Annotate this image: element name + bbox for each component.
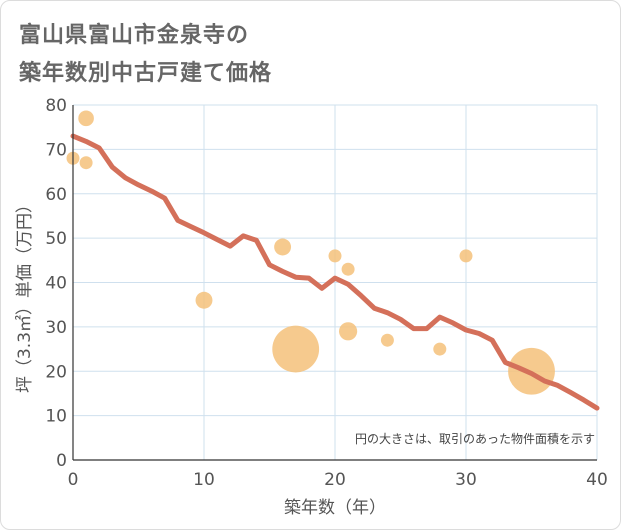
data-point	[274, 238, 292, 256]
x-axis-label: 築年数（年）	[284, 498, 386, 518]
data-point	[341, 262, 355, 276]
x-tick-label: 0	[68, 470, 79, 490]
data-point	[459, 249, 473, 263]
y-tick-label: 30	[45, 318, 67, 338]
x-tick-label: 30	[455, 470, 477, 490]
data-point	[272, 325, 320, 373]
y-tick-label: 70	[45, 140, 67, 160]
y-tick-label: 80	[45, 96, 67, 116]
x-tick-label: 20	[324, 470, 346, 490]
page-title-line2: 築年数別中古戸建て価格	[19, 61, 273, 86]
axes	[72, 105, 597, 461]
data-point	[328, 249, 342, 263]
transaction-bubbles	[66, 110, 555, 395]
y-tick-label: 0	[56, 451, 67, 471]
page-title-line1: 富山県富山市金泉寺の	[19, 23, 250, 48]
trend-line	[70, 133, 600, 411]
x-tick-label: 10	[193, 470, 215, 490]
y-tick-label: 60	[45, 185, 67, 205]
y-tick-label: 10	[45, 407, 67, 427]
data-point	[195, 291, 213, 309]
y-tick-label: 50	[45, 229, 67, 249]
grid-lines	[73, 104, 598, 460]
data-point	[380, 333, 394, 347]
y-tick-label: 40	[45, 274, 67, 294]
data-point	[79, 156, 93, 170]
data-point	[78, 110, 94, 127]
x-tick-label: 40	[586, 470, 608, 490]
data-point	[339, 322, 358, 341]
data-point	[433, 342, 447, 356]
y-tick-label: 20	[45, 362, 67, 382]
tick-labels: 0 10 20 30 40 50 60 70 80 0 10 20 30 40	[45, 96, 607, 490]
y-axis-label: 坪（3.3㎡）単価（万円）	[15, 196, 35, 393]
bubble-size-note: 円の大きさは、取引のあった物件面積を示す	[355, 431, 595, 446]
